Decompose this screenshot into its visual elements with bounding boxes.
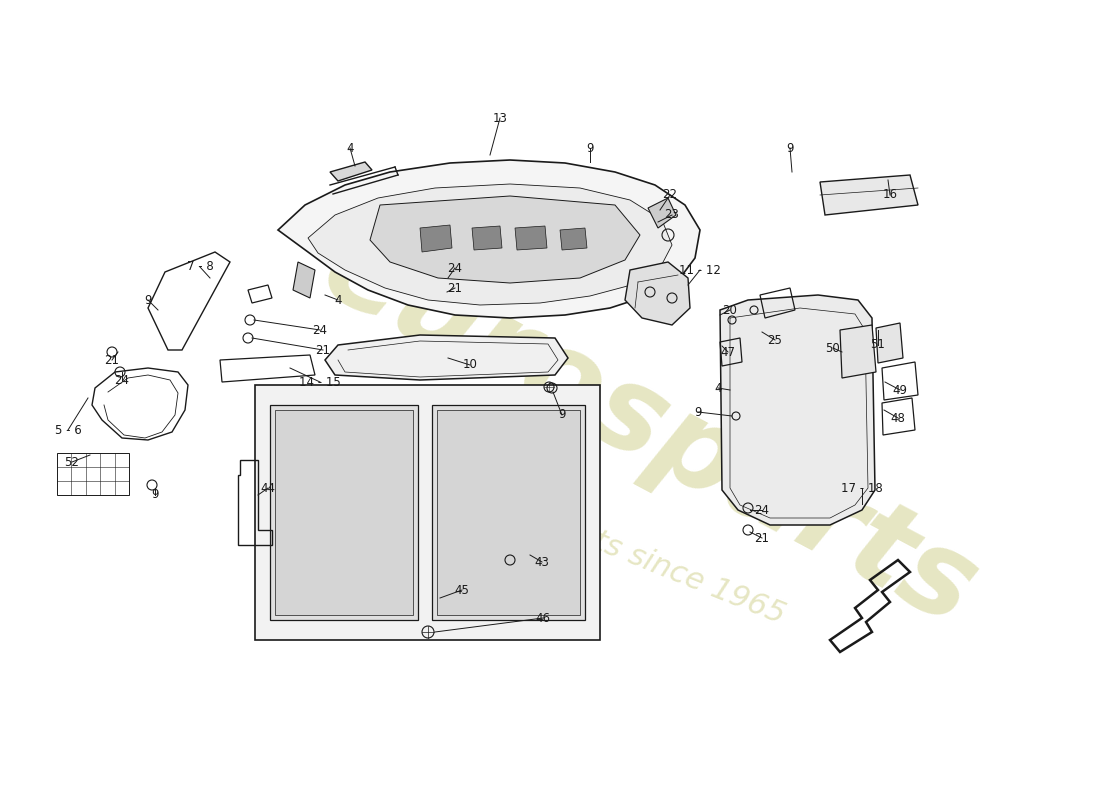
Polygon shape [876, 323, 903, 363]
Text: 25: 25 [768, 334, 782, 346]
Text: a passion for parts since 1965: a passion for parts since 1965 [351, 430, 789, 630]
Text: 44: 44 [261, 482, 275, 494]
Text: 10: 10 [463, 358, 477, 371]
Polygon shape [324, 335, 568, 380]
Polygon shape [648, 198, 676, 228]
Text: 21: 21 [448, 282, 462, 294]
Text: 46: 46 [536, 611, 550, 625]
Polygon shape [820, 175, 918, 215]
Text: 17 - 18: 17 - 18 [842, 482, 883, 494]
Polygon shape [625, 262, 690, 325]
Text: 9: 9 [152, 489, 158, 502]
Polygon shape [270, 405, 418, 620]
Text: 9: 9 [144, 294, 152, 306]
Text: 21: 21 [104, 354, 120, 366]
Polygon shape [308, 184, 672, 305]
Polygon shape [432, 405, 585, 620]
Text: 24: 24 [448, 262, 462, 274]
Polygon shape [515, 226, 547, 250]
Polygon shape [278, 160, 700, 318]
Text: 21: 21 [755, 531, 770, 545]
Text: 43: 43 [535, 555, 549, 569]
Text: 45: 45 [454, 583, 470, 597]
Text: 23: 23 [664, 209, 680, 222]
Text: 4: 4 [346, 142, 354, 154]
Text: 24: 24 [755, 503, 770, 517]
Bar [57, 453, 129, 495]
Text: 13: 13 [493, 111, 507, 125]
Polygon shape [255, 385, 600, 640]
Text: 50: 50 [826, 342, 840, 354]
Text: 47: 47 [720, 346, 736, 358]
Polygon shape [293, 262, 315, 298]
Text: 4: 4 [334, 294, 342, 306]
Polygon shape [275, 410, 412, 615]
Text: 4: 4 [714, 382, 722, 394]
Polygon shape [437, 410, 580, 615]
Text: 51: 51 [870, 338, 886, 351]
Text: 22: 22 [662, 189, 678, 202]
Text: 9: 9 [786, 142, 794, 154]
Text: 9: 9 [558, 409, 565, 422]
Text: 5 - 6: 5 - 6 [55, 423, 81, 437]
Text: 24: 24 [114, 374, 130, 386]
Text: 11 - 12: 11 - 12 [679, 263, 721, 277]
Polygon shape [330, 162, 372, 181]
Polygon shape [472, 226, 502, 250]
Text: eurosparts: eurosparts [304, 210, 996, 650]
Polygon shape [560, 228, 587, 250]
Polygon shape [420, 225, 452, 252]
Text: 9: 9 [694, 406, 702, 418]
Polygon shape [840, 325, 876, 378]
Text: 49: 49 [892, 383, 907, 397]
Text: 16: 16 [882, 189, 898, 202]
Text: 52: 52 [65, 455, 79, 469]
Text: 9: 9 [586, 142, 594, 154]
Text: 20: 20 [723, 303, 737, 317]
Text: 7 - 8: 7 - 8 [187, 261, 213, 274]
Text: 21: 21 [316, 343, 330, 357]
Polygon shape [370, 196, 640, 283]
Polygon shape [720, 295, 874, 525]
Text: 24: 24 [312, 323, 328, 337]
Text: 14 - 15: 14 - 15 [299, 375, 341, 389]
Text: 48: 48 [891, 411, 905, 425]
